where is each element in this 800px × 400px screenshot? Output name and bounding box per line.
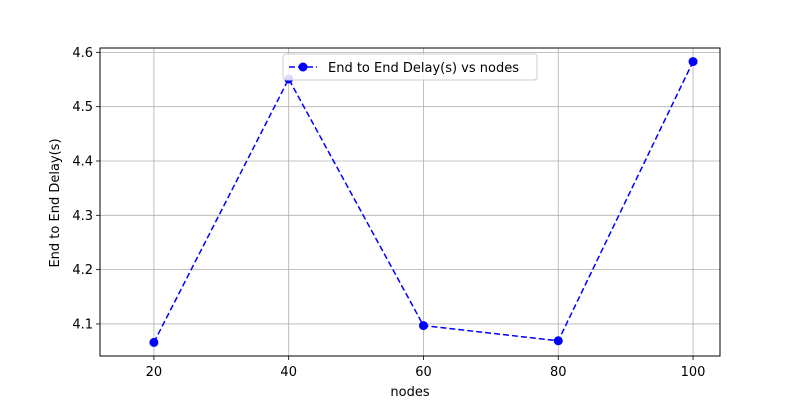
legend-label: End to End Delay(s) vs nodes xyxy=(328,61,519,76)
y-tick-label: 4.5 xyxy=(72,100,93,115)
y-axis-label: End to End Delay(s) xyxy=(48,138,63,267)
axes: 20 40 60 80 100 4.1 4.2 4.3 4.4 4.5 4.6 xyxy=(72,46,705,380)
x-tick-label: 60 xyxy=(415,365,432,380)
x-tick-label: 20 xyxy=(146,365,163,380)
data-point xyxy=(418,321,428,331)
data-point xyxy=(149,337,159,347)
data-point xyxy=(688,57,698,67)
grid-lines xyxy=(100,48,720,356)
legend-marker-sample xyxy=(298,62,308,72)
x-tick-label: 40 xyxy=(280,365,297,380)
plot-frame xyxy=(99,47,721,357)
x-tick-label: 80 xyxy=(550,365,567,380)
y-tick-label: 4.6 xyxy=(72,46,93,61)
y-tick-label: 4.3 xyxy=(72,209,93,224)
legend: End to End Delay(s) vs nodes xyxy=(282,53,538,81)
y-tick-label: 4.4 xyxy=(72,154,93,169)
legend-box xyxy=(282,53,538,81)
x-axis-label: nodes xyxy=(390,385,429,400)
data-point xyxy=(553,336,563,346)
x-tick-label: 100 xyxy=(681,365,706,380)
y-tick-label: 4.2 xyxy=(72,263,93,278)
y-tick-label: 4.1 xyxy=(72,317,93,332)
